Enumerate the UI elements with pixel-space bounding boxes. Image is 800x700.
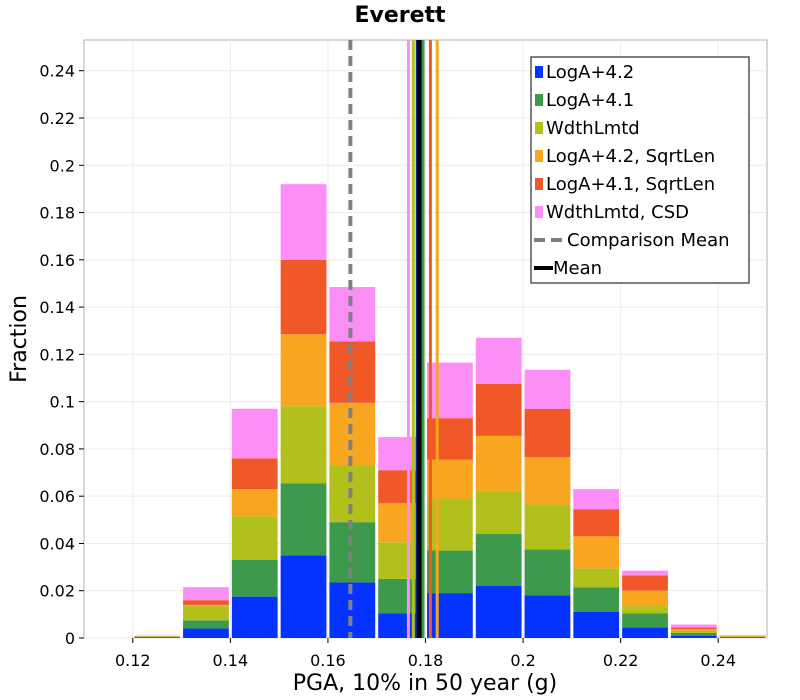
legend-swatch-loga-4-1 [535, 94, 543, 106]
legend-label-loga-4-1: LogA+4.1 [546, 90, 634, 111]
bar-segment-loga-4-2-bin-11 [670, 635, 717, 638]
legend-box [530, 56, 750, 284]
legend-swatch-wdthlmtd [535, 122, 543, 134]
y-tick-label: 0.18 [39, 204, 75, 223]
bar-segment-wdthlmtd-bin-3 [280, 406, 327, 484]
legend-swatch-loga-4-2-sqrtlen [535, 150, 543, 162]
chart-title: Everett [354, 3, 446, 28]
y-tick-label: 0.08 [39, 440, 75, 459]
y-tick-label: 0.02 [39, 582, 75, 601]
y-tick-label: 0.2 [50, 156, 75, 175]
legend-label-mean: Mean [553, 258, 602, 279]
legend-label-wdthlmtd: WdthLmtd [546, 118, 640, 139]
y-tick-label: 0.14 [39, 298, 75, 317]
y-tick-label: 0.04 [39, 534, 75, 553]
bar-segment-wdthlmtd-bin-1 [183, 606, 229, 621]
bar-segment-wdthlmtd-csd-bin-8 [524, 369, 571, 409]
bar-segment-loga-4-1-sqrtlen-bin-7 [475, 383, 522, 436]
y-tick-label: 0 [65, 629, 75, 648]
legend-swatch-loga-4-1-sqrtlen [535, 178, 543, 190]
bar-segment-wdthlmtd-csd-bin-7 [475, 337, 522, 384]
bar-segment-loga-4-2-bin-2 [231, 596, 278, 638]
legend: LogA+4.2 LogA+4.1 WdthLmtd LogA+4.2, SqrtLe… [530, 56, 750, 284]
legend-swatch-wdthlmtd-csd [535, 206, 543, 218]
y-tick-label: 0.12 [39, 345, 75, 364]
bar-segment-loga-4-2-bin-8 [524, 595, 571, 638]
x-tick-label: 0.14 [213, 651, 249, 670]
bar-segment-loga-4-2-bin-3 [280, 555, 327, 638]
y-axis-ticks: 0 0.02 0.04 0.06 0.08 0.1 0.12 0.14 0.16 0.18 0.2 0… [39, 62, 84, 648]
bar-segment-loga-4-1-sqrtlen-bin-2 [231, 458, 278, 490]
legend-swatch-loga-4-2 [535, 66, 543, 78]
y-tick-label: 0.24 [39, 62, 75, 81]
bar-segment-wdthlmtd-csd-bin-6 [427, 362, 473, 419]
bar-segment-loga-4-1-bin-2 [231, 560, 278, 597]
bar-segment-loga-4-1-sqrtlen-bin-6 [427, 418, 473, 460]
y-axis-title: Fraction [7, 295, 32, 383]
x-tick-label: 0.12 [115, 651, 151, 670]
bar-segment-loga-4-2-sqrtlen-bin-1 [183, 604, 229, 607]
x-tick-label: 0.16 [310, 651, 346, 670]
bar-segment-loga-4-1-sqrtlen-bin-8 [524, 408, 571, 458]
bar-segment-loga-4-1-sqrtlen-bin-11 [670, 627, 717, 630]
bar-segment-wdthlmtd-bin-2 [231, 516, 278, 560]
bar-segment-loga-4-1-sqrtlen-bin-1 [183, 600, 229, 605]
y-tick-label: 0.22 [39, 109, 75, 128]
legend-label-loga-4-2-sqrtlen: LogA+4.2, SqrtLen [546, 146, 715, 167]
bar-segment-wdthlmtd-bin-10 [622, 606, 668, 614]
bar-segment-loga-4-2-bin-9 [573, 612, 620, 638]
bar-segment-loga-4-2-sqrtlen-bin-2 [231, 489, 278, 517]
bar-segment-loga-4-2-sqrtlen-bin-9 [573, 536, 620, 569]
bar-segment-wdthlmtd-csd-bin-11 [670, 624, 717, 628]
bar-segment-wdthlmtd-csd-bin-10 [622, 570, 668, 576]
bar-segment-wdthlmtd-bin-11 [670, 630, 717, 633]
bar-segment-loga-4-1-bin-8 [524, 549, 571, 596]
bar-segment-loga-4-1-bin-1 [183, 620, 229, 629]
x-tick-label: 0.22 [603, 651, 639, 670]
bar-segment-loga-4-1-bin-3 [280, 483, 327, 556]
bar-segment-loga-4-1-bin-7 [475, 534, 522, 586]
bar-segment-loga-4-2-bin-7 [475, 586, 522, 638]
bar-segment-loga-4-1-sqrtlen-bin-9 [573, 509, 620, 537]
bar-segment-wdthlmtd-csd-bin-9 [573, 489, 620, 510]
x-tick-label: 0.24 [700, 651, 736, 670]
legend-label-wdthlmtd-csd: WdthLmtd, CSD [546, 202, 689, 223]
bar-segment-wdthlmtd-bin-8 [524, 504, 571, 550]
bar-segment-loga-4-1-bin-11 [670, 632, 717, 636]
bar-segment-wdthlmtd-bin-6 [427, 498, 473, 551]
bar-segment-loga-4-2-bin-0 [134, 637, 181, 638]
bar-segment-loga-4-2-sqrtlen-bin-7 [475, 435, 522, 492]
bar-segment-loga-4-1-bin-9 [573, 587, 620, 612]
bar-segment-loga-4-2-sqrtlen-bin-6 [427, 459, 473, 499]
y-tick-label: 0.16 [39, 251, 75, 270]
bar-segment-loga-4-2-bin-1 [183, 628, 229, 638]
x-axis-title: PGA, 10% in 50 year (g) [293, 671, 557, 696]
legend-label-loga-4-2: LogA+4.2 [546, 62, 634, 83]
bar-segment-loga-4-2-sqrtlen-bin-8 [524, 457, 571, 505]
bar-segment-loga-4-2-sqrtlen-bin-10 [622, 590, 668, 607]
x-tick-label: 0.18 [408, 651, 444, 670]
legend-label-loga-4-1-sqrtlen: LogA+4.1, SqrtLen [546, 174, 715, 195]
x-axis-ticks: 0.12 0.14 0.16 0.18 0.2 0.22 0.24 [115, 638, 736, 670]
bar-segment-loga-4-2-sqrtlen-bin-3 [280, 334, 327, 407]
bar-segment-loga-4-1-sqrtlen-bin-10 [622, 575, 668, 591]
bar-segment-wdthlmtd-csd-bin-2 [231, 408, 278, 459]
x-tick-label: 0.2 [510, 651, 535, 670]
mean-lines [348, 40, 439, 638]
bar-segment-loga-4-1-sqrtlen-bin-3 [280, 259, 327, 335]
bar-segment-wdthlmtd-csd-bin-1 [183, 587, 229, 601]
bar-segment-loga-4-1-bin-6 [427, 550, 473, 594]
bar-segment-wdthlmtd-bin-9 [573, 568, 620, 588]
y-tick-label: 0.06 [39, 487, 75, 506]
bar-segment-loga-4-1-bin-10 [622, 613, 668, 628]
bar-segment-wdthlmtd-csd-bin-3 [280, 184, 327, 260]
y-tick-label: 0.1 [50, 393, 75, 412]
bar-segment-loga-4-2-sqrtlen-bin-11 [670, 629, 717, 631]
bar-segment-loga-4-2-bin-6 [427, 593, 473, 638]
bar-segment-loga-4-2-bin-10 [622, 627, 668, 638]
bar-segment-wdthlmtd-bin-7 [475, 491, 522, 534]
legend-label-comparison-mean: Comparison Mean [567, 230, 730, 251]
